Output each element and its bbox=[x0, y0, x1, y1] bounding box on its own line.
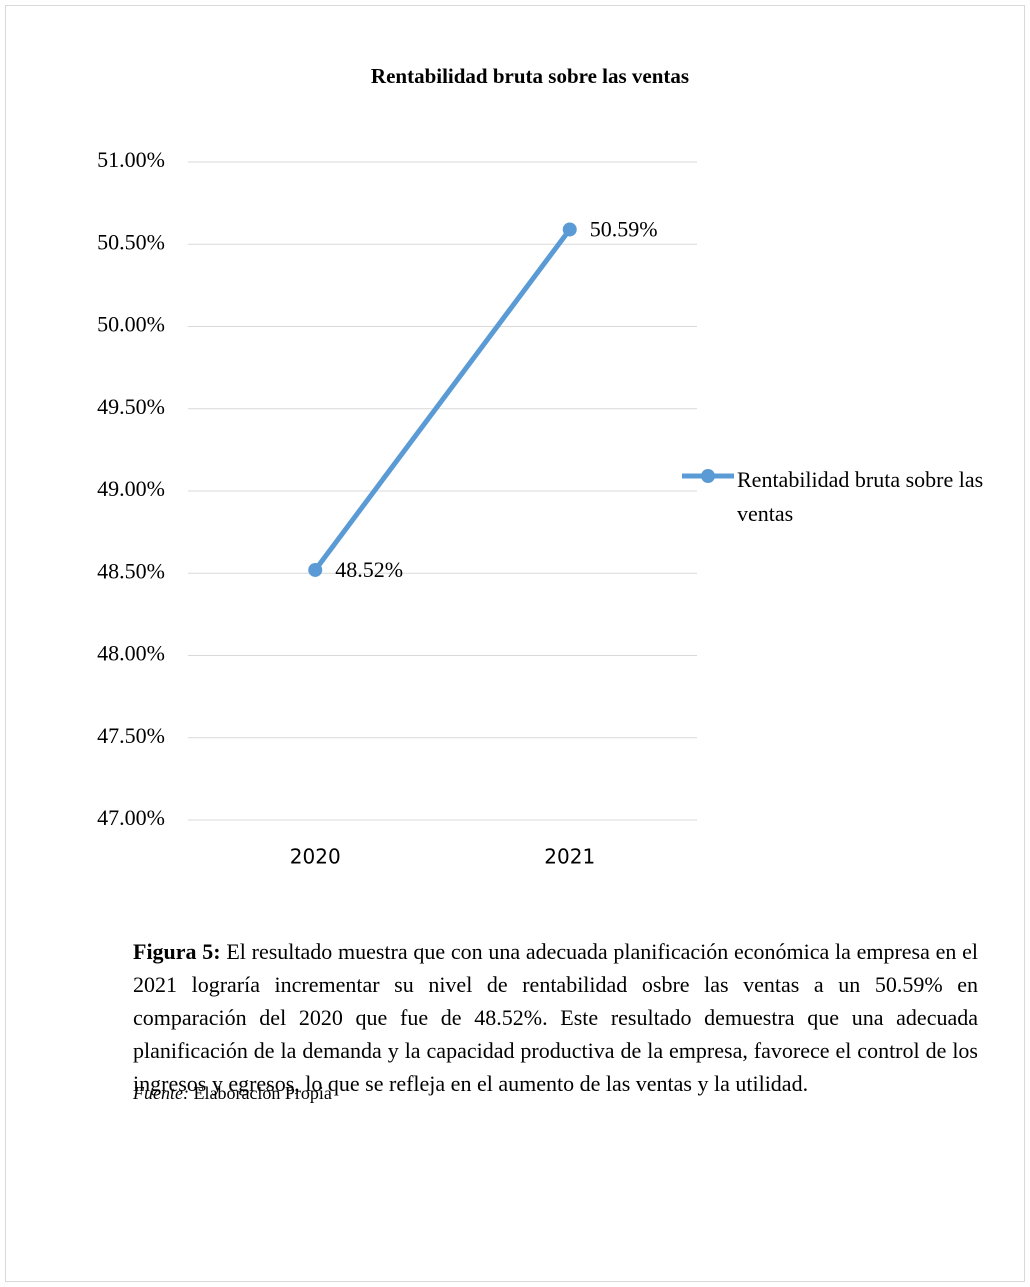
y-tick-label: 50.50% bbox=[97, 229, 165, 254]
marker bbox=[308, 562, 323, 577]
marker bbox=[562, 222, 577, 237]
y-tick-label: 47.00% bbox=[97, 805, 165, 830]
y-tick-label: 51.00% bbox=[97, 147, 165, 172]
y-tick-label: 47.50% bbox=[97, 723, 165, 748]
legend-label: Rentabilidad bruta sobre las ventas bbox=[737, 467, 984, 526]
caption-text: El resultado muestra que con una adecuad… bbox=[133, 939, 978, 1096]
y-tick-label: 50.00% bbox=[97, 312, 165, 337]
chart-title: Rentabilidad bruta sobre las ventas bbox=[371, 64, 689, 88]
x-tick-label: 2021 bbox=[544, 845, 595, 869]
frame bbox=[5, 5, 1025, 1282]
caption-label: Figura 5: bbox=[133, 939, 221, 964]
source: Fuente: Elaboración Propia bbox=[133, 1083, 332, 1104]
source-label: Fuente: bbox=[133, 1083, 189, 1103]
x-tick-label: 2020 bbox=[290, 845, 341, 869]
source-text: Elaboración Propia bbox=[193, 1083, 332, 1103]
data-label: 50.59% bbox=[590, 216, 658, 241]
line bbox=[312, 226, 573, 573]
caption: Figura 5: El resultado muestra que con u… bbox=[133, 935, 978, 1100]
y-tick-label: 49.50% bbox=[97, 394, 165, 419]
y-tick-label: 49.00% bbox=[97, 476, 165, 501]
data-label: 48.52% bbox=[335, 557, 403, 582]
y-tick-label: 48.50% bbox=[97, 558, 165, 583]
y-tick-label: 48.00% bbox=[97, 641, 165, 666]
legend-marker bbox=[701, 469, 715, 483]
